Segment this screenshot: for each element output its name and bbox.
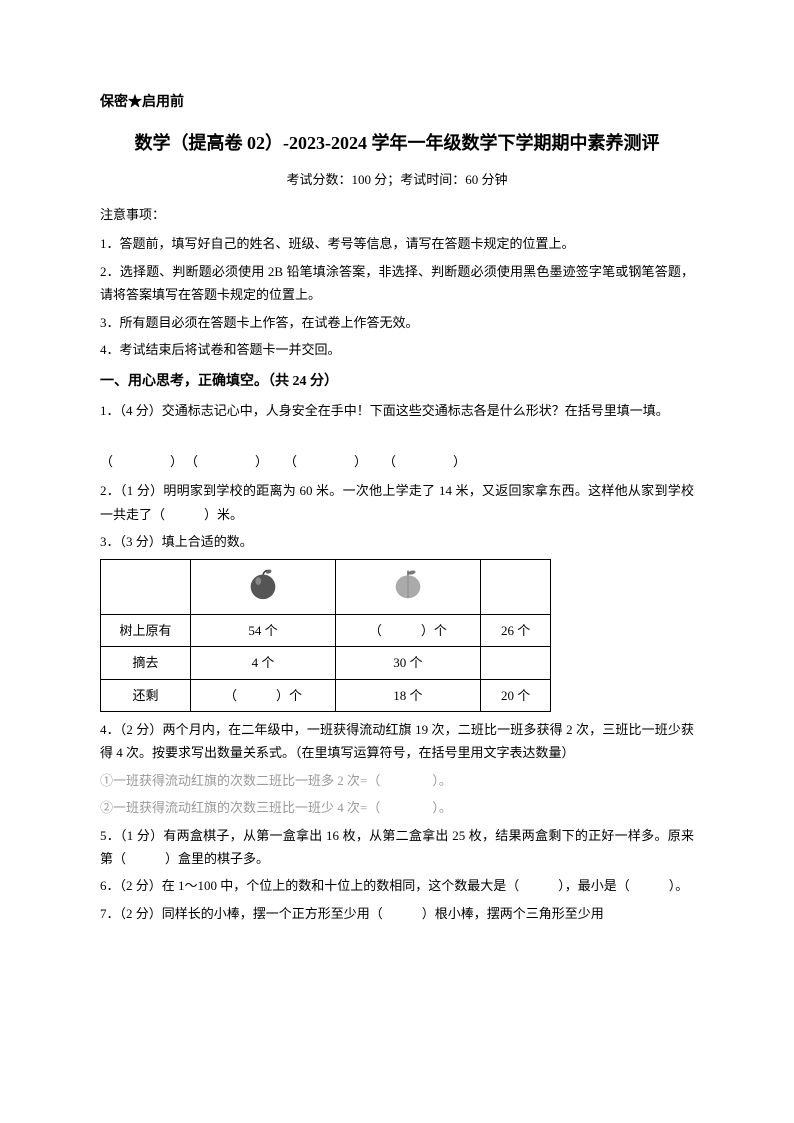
question-4-sub1: ①一班获得流动红旗的次数二班比一班多 2 次=（ ）。 <box>100 769 694 792</box>
question-1-blanks: （ ） （ ） （ ） （ ） <box>100 450 694 473</box>
table-cell: （ ）个 <box>335 614 480 646</box>
question-2: 2．（1 分）明明家到学校的距离为 60 米。一次他上学走了 14 米，又返回家… <box>100 479 694 526</box>
table-cell: 还剩 <box>101 679 191 711</box>
question-4: 4．（2 分）两个月内，在二年级中，一班获得流动红旗 19 次，二班比一班多获得… <box>100 718 694 765</box>
table-cell: 树上原有 <box>101 614 191 646</box>
peach-icon <box>389 564 427 602</box>
table-cell: 摘去 <box>101 647 191 679</box>
table-cell: 18 个 <box>335 679 480 711</box>
table-cell-apple <box>191 560 336 614</box>
table-cell: （ ）个 <box>191 679 336 711</box>
apple-icon <box>244 564 282 602</box>
table-cell: 20 个 <box>480 679 551 711</box>
question-3: 3．（3 分）填上合适的数。 <box>100 530 694 553</box>
table-row: 树上原有 54 个 （ ）个 26 个 <box>101 614 551 646</box>
section-title: 一、用心思考，正确填空。（共 24 分） <box>100 369 694 394</box>
question-1: 1．（4 分）交通标志记心中，人身安全在手中！下面这些交通标志各是什么形状？在括… <box>100 399 694 422</box>
table-cell: 4 个 <box>191 647 336 679</box>
table-cell <box>101 560 191 614</box>
table-row: 摘去 4 个 30 个 <box>101 647 551 679</box>
notice-item: 2．选择题、判断题必须使用 2B 铅笔填涂答案，非选择、判断题必须使用黑色墨迹签… <box>100 260 694 307</box>
table-cell <box>480 560 551 614</box>
question-7: 7．（2 分）同样长的小棒，摆一个正方形至少用（ ）根小棒，摆两个三角形至少用 <box>100 902 694 925</box>
table-row <box>101 560 551 614</box>
table-cell: 54 个 <box>191 614 336 646</box>
question-3-table: 树上原有 54 个 （ ）个 26 个 摘去 4 个 30 个 还剩 （ ）个 … <box>100 559 551 712</box>
notice-item: 3．所有题目必须在答题卡上作答，在试卷上作答无效。 <box>100 311 694 334</box>
table-cell-peach <box>335 560 480 614</box>
table-cell <box>480 647 551 679</box>
confidential-label: 保密★启用前 <box>100 90 694 115</box>
table-row: 还剩 （ ）个 18 个 20 个 <box>101 679 551 711</box>
notice-item: 4．考试结束后将试卷和答题卡一并交回。 <box>100 338 694 361</box>
exam-title: 数学（提高卷 02）-2023-2024 学年一年级数学下学期期中素养测评 <box>100 127 694 159</box>
question-5: 5．（1 分）有两盒棋子，从第一盒拿出 16 枚，从第二盒拿出 25 枚，结果两… <box>100 824 694 871</box>
notice-heading: 注意事项： <box>100 203 694 226</box>
question-4-sub2: ②一班获得流动红旗的次数三班比一班少 4 次=（ ）。 <box>100 796 694 819</box>
exam-info: 考试分数：100 分；考试时间：60 分钟 <box>100 168 694 191</box>
question-6: 6．（2 分）在 1～100 中，个位上的数和十位上的数相同，这个数最大是（ ）… <box>100 874 694 897</box>
table-cell: 26 个 <box>480 614 551 646</box>
notice-item: 1．答题前，填写好自己的姓名、班级、考号等信息，请写在答题卡规定的位置上。 <box>100 232 694 255</box>
table-cell: 30 个 <box>335 647 480 679</box>
